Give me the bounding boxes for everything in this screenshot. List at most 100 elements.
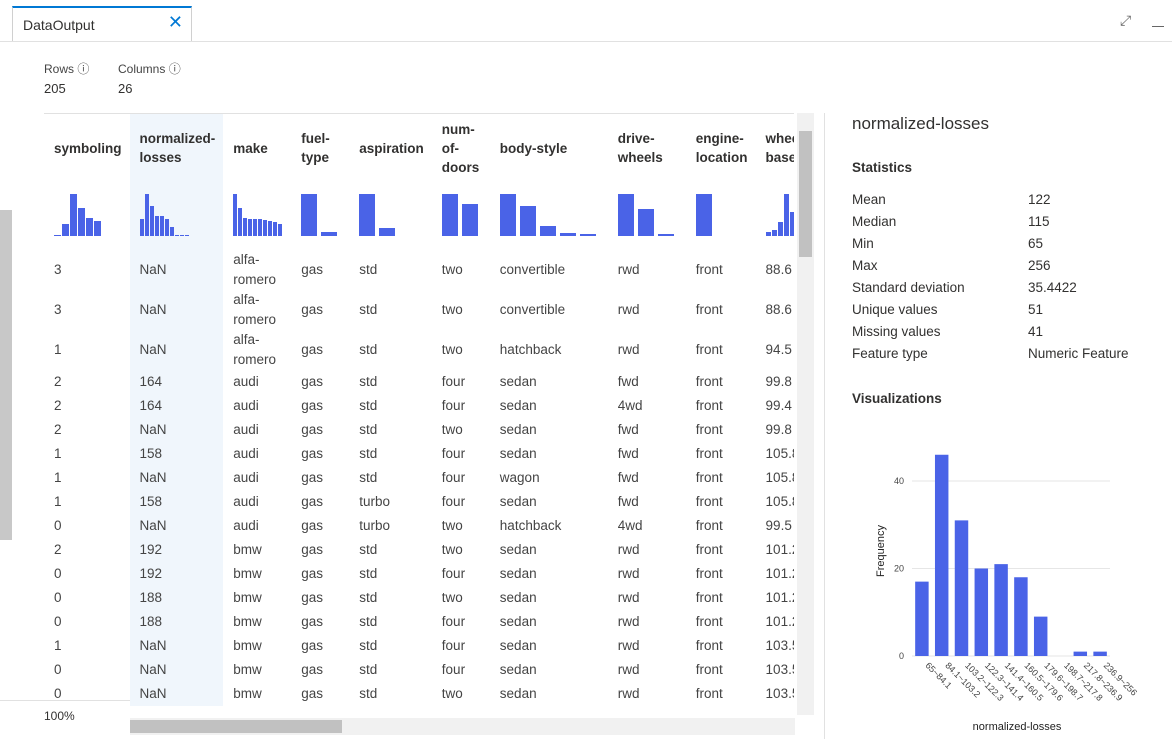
cell: rwd (617, 662, 640, 677)
stat-value: 35.4422 (1028, 280, 1077, 295)
sparkline-bar (539, 226, 556, 236)
column-header[interactable]: aspiration (359, 140, 424, 156)
vertical-scrollbar[interactable] (797, 113, 814, 715)
cell: NaN (129, 290, 224, 330)
cell: rwd (617, 614, 640, 629)
column-header[interactable]: normalized-losses (129, 114, 224, 182)
cell: four (441, 398, 466, 413)
cell: front (695, 518, 723, 533)
sparkline-bar (379, 228, 396, 236)
close-icon[interactable]: ✕ (167, 12, 183, 32)
column-header[interactable]: make (233, 140, 268, 156)
sparkline (359, 194, 396, 236)
column-header[interactable]: num-of-doors (441, 121, 480, 175)
stat-label: Unique values (852, 302, 938, 317)
cell: audi (233, 446, 259, 461)
data-row: 0 NaN bmw gas std four sedan rwd front 103.5 (44, 658, 794, 682)
cell: rwd (617, 686, 640, 701)
data-row: 0 188 bmw gas std four sedan rwd front 101.2 (44, 610, 794, 634)
minimize-icon[interactable] (1152, 26, 1164, 27)
cell: bmw (233, 638, 262, 653)
cell: sedan (499, 422, 537, 437)
cell: fwd (617, 446, 639, 461)
cell: front (695, 686, 723, 701)
bar (1014, 577, 1028, 656)
table: symboling normalized-losses make fuel-type a… (44, 114, 794, 706)
column-header[interactable]: symboling (54, 140, 122, 156)
cell: front (695, 662, 723, 677)
cell: gas (301, 446, 324, 461)
column-histogram (490, 182, 608, 250)
sparkline (441, 194, 478, 236)
cell: 188 (129, 586, 224, 610)
column-histogram (44, 182, 130, 250)
sparkline (499, 194, 596, 236)
expand-icon[interactable]: ⤢ (1120, 12, 1132, 28)
cell: 2 (54, 542, 62, 557)
cell: two (441, 542, 463, 557)
sparkline-bar (233, 194, 238, 236)
cell: 3 (54, 262, 62, 277)
cell: two (441, 518, 463, 533)
scroll-thumb[interactable] (799, 131, 812, 257)
sparkline-bar (771, 230, 777, 236)
stat-label: Median (852, 214, 897, 229)
panel-title: normalized-losses (852, 114, 989, 133)
cell: convertible (499, 302, 566, 317)
column-header[interactable]: fuel-type (301, 131, 330, 165)
scrollbar[interactable] (0, 210, 12, 540)
sparkline-bar (149, 206, 154, 236)
zoom-value[interactable]: 100% (44, 709, 75, 723)
cell: alfa-romero (233, 252, 277, 287)
cell: two (441, 342, 463, 357)
sparkline-bar (258, 219, 263, 236)
sparkline (617, 194, 674, 236)
cell: four (441, 446, 466, 461)
rows-label: Rows ⓘ (44, 62, 90, 76)
cell: gas (301, 542, 324, 557)
cell: fwd (617, 494, 639, 509)
cell: std (359, 302, 378, 317)
cell: four (441, 566, 466, 581)
sparkline-bar (765, 232, 771, 236)
column-header[interactable]: wheel-base (765, 131, 794, 165)
data-row: 1 NaN bmw gas std four sedan rwd front 103.5 (44, 634, 794, 658)
statistics-heading: Statistics (852, 160, 913, 175)
tab[interactable]: DataOutput ✕ (12, 6, 192, 41)
scroll-thumb[interactable] (64, 720, 342, 733)
cell: gas (301, 398, 324, 413)
sparkline-bar (169, 227, 174, 236)
sparkline-bar (248, 219, 253, 236)
column-histogram (756, 182, 794, 250)
cell: two (441, 302, 463, 317)
cell: NaN (129, 466, 224, 490)
cell: front (695, 470, 723, 485)
column-header[interactable]: drive-wheels (617, 131, 663, 165)
cell: alfa-romero (233, 332, 277, 367)
column-header[interactable]: body-style (499, 140, 568, 156)
cell: std (359, 446, 378, 461)
cell: 94.5 (765, 342, 792, 357)
sparkline-bar (777, 222, 783, 236)
sparkline-bar (62, 224, 69, 236)
data-row: 1 NaN alfa-romero gas std two hatchback rwd fron… (44, 330, 794, 370)
cell: audi (233, 470, 259, 485)
tab-title: DataOutput (23, 17, 95, 33)
data-row: 1 158 audi gas turbo four sedan fwd front 105.8 (44, 490, 794, 514)
cell: 1 (54, 638, 62, 653)
cell: std (359, 590, 378, 605)
cell: std (359, 398, 378, 413)
sparkline-bar (499, 194, 516, 236)
cell: bmw (233, 614, 262, 629)
column-header[interactable]: engine-location (695, 131, 748, 165)
cell: audi (233, 398, 259, 413)
cell: 0 (54, 590, 62, 605)
sparkline-bar (164, 219, 169, 236)
x-axis-title: normalized-losses (973, 721, 1062, 733)
cell: sedan (499, 662, 537, 677)
data-row: 0 NaN audi gas turbo two hatchback 4wd front 99.5 (44, 514, 794, 538)
data-row: 2 NaN audi gas std two sedan fwd front 99.8 (44, 418, 794, 442)
sparkline-bar (359, 194, 376, 236)
cell: 0 (54, 518, 62, 533)
cell: gas (301, 686, 324, 701)
